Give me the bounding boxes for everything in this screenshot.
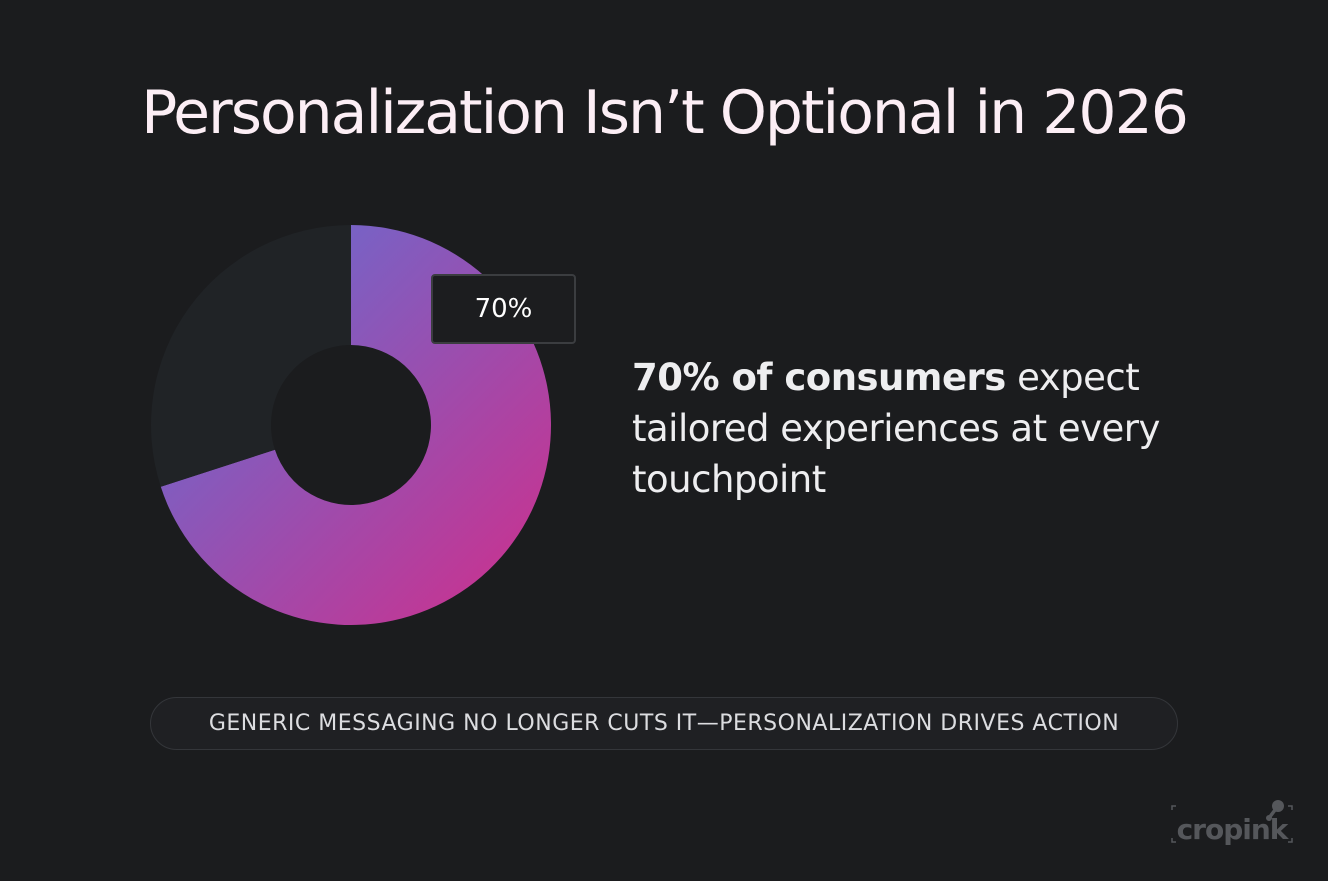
footer-text: GENERIC MESSAGING NO LONGER CUTS IT—PERS…: [208, 711, 1120, 736]
stat-rest: expect tailored experiences at every tou…: [632, 356, 1160, 501]
footer-banner: GENERIC MESSAGING NO LONGER CUTS IT—PERS…: [150, 697, 1178, 750]
data-label-text: 70%: [474, 294, 533, 324]
stat-bold: 70% of consumers: [632, 356, 1006, 399]
data-label-70: 70%: [431, 274, 576, 344]
cropink-logo: cropink: [1171, 800, 1293, 846]
stat-text: 70% of consumers expect tailored experie…: [632, 352, 1192, 505]
page-title: Personalization Isn’t Optional in 2026: [141, 78, 1189, 148]
svg-text:cropink: cropink: [1177, 813, 1290, 846]
donut-slice-remainder: [150, 225, 351, 487]
